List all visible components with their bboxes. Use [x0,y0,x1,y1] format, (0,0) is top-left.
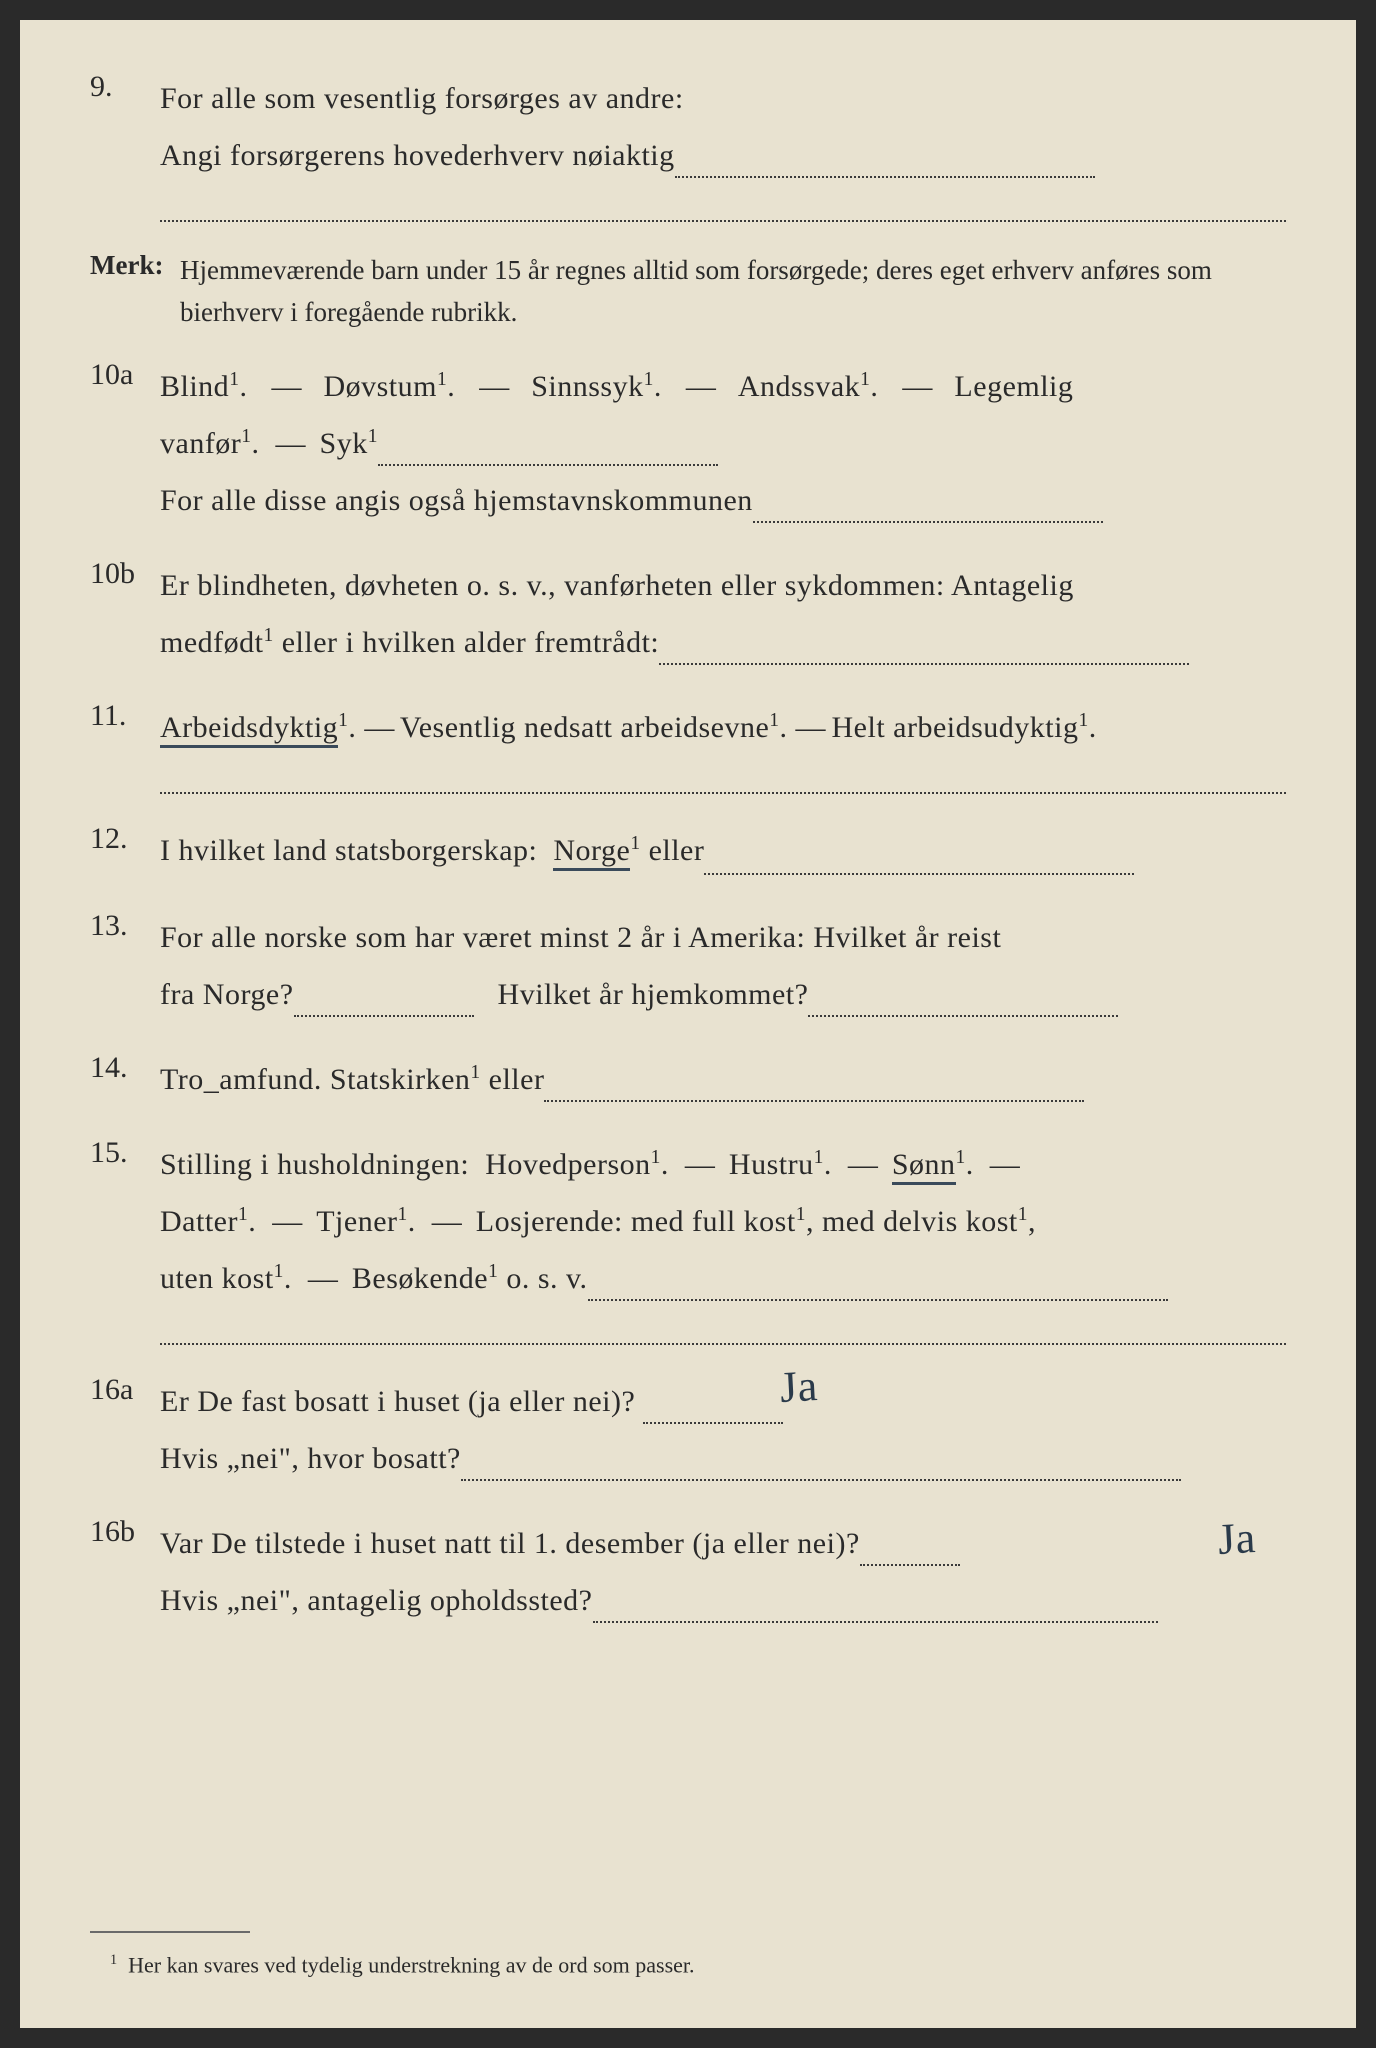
fill-line [643,1422,783,1424]
q15-content: Stilling i husholdningen: Hovedperson1. … [160,1136,1286,1307]
question-12: 12. I hvilket land statsborgerskap: Norg… [90,822,1286,881]
fill-line [704,873,1134,875]
q16b-line1: Var De tilstede i huset natt til 1. dese… [160,1515,1286,1572]
q10a-options-line1: Blind1. — Døvstum1. — Sinnssyk1. — Andss… [160,358,1286,415]
footnote: 1 Her kan svares ved tydelig understrekn… [110,1952,695,1978]
q10a-content: Blind1. — Døvstum1. — Sinnssyk1. — Andss… [160,358,1286,529]
q16a-handwritten-answer: Ja [778,1344,820,1429]
q9-fill-line [675,176,1095,178]
fill-line [544,1100,1084,1102]
footnote-marker: 1 [110,1952,117,1968]
question-10a: 10a Blind1. — Døvstum1. — Sinnssyk1. — A… [90,358,1286,529]
q10a-line2: vanfør1. — Syk1 [160,415,1286,472]
question-15: 15. Stilling i husholdningen: Hovedperso… [90,1136,1286,1307]
q10b-line2: medfødt1 eller i hvilken alder fremtrådt… [160,614,1286,671]
q12-content: I hvilket land statsborgerskap: Norge1 e… [160,822,1286,881]
q10a-line3: For alle disse angis også hjemstavnskomm… [160,472,1286,529]
q13-line2: fra Norge? Hvilket år hjemkommet? [160,966,1286,1023]
question-11: 11. Arbeidsdyktig1. — Vesentlig nedsatt … [90,699,1286,756]
divider-line [160,1342,1286,1345]
fill-line [294,1015,474,1017]
q15-line3: uten kost1. — Besøkende1 o. s. v. [160,1250,1286,1307]
fill-line [753,521,1103,523]
q12-underlined-answer: Norge [553,834,630,871]
fill-line [860,1564,960,1566]
q15-number: 15. [90,1136,160,1170]
divider-line [160,219,1286,222]
q10b-content: Er blindheten, døvheten o. s. v., vanfør… [160,557,1286,671]
fill-line [378,464,718,466]
q15-line1: Stilling i husholdningen: Hovedperson1. … [160,1136,1286,1193]
q16a-number: 16a [90,1373,160,1407]
q9-content: For alle som vesentlig forsørges av andr… [160,70,1286,184]
census-form-page: 9. For alle som vesentlig forsørges av a… [20,20,1356,2028]
merk-note: Merk: Hjemmeværende barn under 15 år reg… [90,250,1286,334]
q12-number: 12. [90,822,160,856]
q9-line2: Angi forsørgerens hovederhverv nøiaktig [160,127,1286,184]
q9-number: 9. [90,70,160,104]
question-14: 14. Tro_amfund. Statskirken1 eller [90,1051,1286,1108]
q15-line2: Datter1. — Tjener1. — Losjerende: med fu… [160,1193,1286,1250]
fill-line [659,663,1189,665]
q16a-content: Er De fast bosatt i huset (ja eller nei)… [160,1373,1286,1487]
q9-line1: For alle som vesentlig forsørges av andr… [160,70,1286,127]
q14-content: Tro_amfund. Statskirken1 eller [160,1051,1286,1108]
question-9: 9. For alle som vesentlig forsørges av a… [90,70,1286,184]
merk-text: Hjemmeværende barn under 15 år regnes al… [180,250,1286,334]
fill-line [808,1015,1118,1017]
fill-line [593,1621,1158,1623]
footnote-text: Her kan svares ved tydelig understreknin… [128,1952,694,1977]
q14-number: 14. [90,1051,160,1085]
footnote-rule [90,1931,250,1933]
q15-underlined-answer: Sønn [892,1148,956,1185]
q10b-line1: Er blindheten, døvheten o. s. v., vanfør… [160,557,1286,614]
q16a-line2: Hvis „nei", hvor bosatt? [160,1430,1286,1487]
fill-line [588,1299,1168,1301]
q11-content: Arbeidsdyktig1. — Vesentlig nedsatt arbe… [160,699,1286,756]
q13-number: 13. [90,909,160,943]
q10a-number: 10a [90,358,160,392]
q11-underlined-answer: Arbeidsdyktig [160,711,338,748]
question-16b: 16b Var De tilstede i huset natt til 1. … [90,1515,1286,1629]
question-13: 13. For alle norske som har været minst … [90,909,1286,1023]
q16a-line1: Er De fast bosatt i huset (ja eller nei)… [160,1373,1286,1430]
divider-line [160,791,1286,794]
q16b-handwritten-answer: Ja [1216,1496,1258,1581]
q16b-number: 16b [90,1515,160,1549]
q13-content: For alle norske som har været minst 2 år… [160,909,1286,1023]
fill-line [461,1479,1181,1481]
question-10b: 10b Er blindheten, døvheten o. s. v., va… [90,557,1286,671]
q13-line1: For alle norske som har været minst 2 år… [160,909,1286,966]
q16b-content: Var De tilstede i huset natt til 1. dese… [160,1515,1286,1629]
merk-label: Merk: [90,250,180,334]
q10b-number: 10b [90,557,160,591]
q11-number: 11. [90,699,160,733]
question-16a: 16a Er De fast bosatt i huset (ja eller … [90,1373,1286,1487]
q16b-line2: Hvis „nei", antagelig opholdssted? [160,1572,1286,1629]
